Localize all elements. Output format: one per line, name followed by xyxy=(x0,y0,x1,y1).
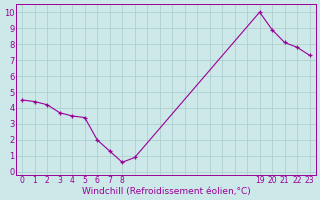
X-axis label: Windchill (Refroidissement éolien,°C): Windchill (Refroidissement éolien,°C) xyxy=(82,187,250,196)
